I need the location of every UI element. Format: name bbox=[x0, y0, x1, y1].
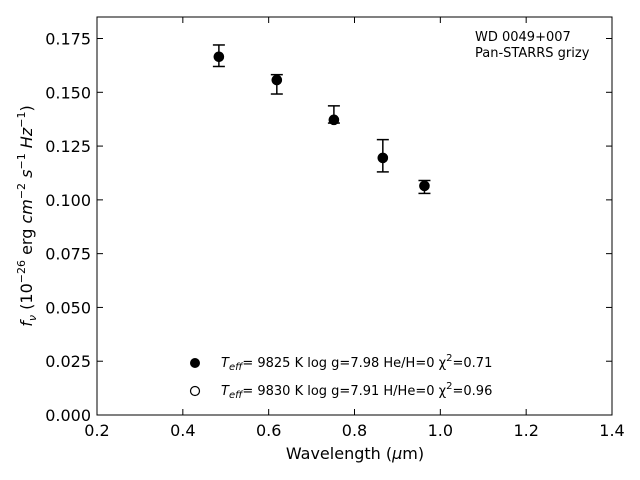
y-tick-label: 0.000 bbox=[45, 406, 91, 425]
legend-entry-2-teff-sub: eff bbox=[229, 390, 244, 401]
legend-entry-1-teff: T bbox=[221, 356, 230, 371]
data-point bbox=[271, 74, 283, 86]
x-tick-label: 0.2 bbox=[84, 421, 109, 440]
legend-entry-1-chi-val: =0.71 bbox=[453, 356, 493, 371]
x-tick-label: 1.0 bbox=[428, 421, 453, 440]
y-tick-label: 0.100 bbox=[45, 191, 91, 210]
legend: Teff= 9825 K log g=7.98 He/H=0 χ2=0.71 T… bbox=[189, 353, 492, 401]
x-tick-label: 0.6 bbox=[256, 421, 281, 440]
legend-entry-2-chi-sup: 2 bbox=[446, 381, 452, 392]
survey-annotation: Pan-STARRS grizy bbox=[475, 46, 590, 61]
y-axis: 0.000 0.025 0.050 0.075 0.100 0.125 0.150 0.175 bbox=[45, 30, 612, 425]
x-tick-label: 1.4 bbox=[599, 421, 624, 440]
legend-entry-2-teff: T bbox=[221, 384, 230, 399]
legend-entry-2: Teff= 9830 K log g=7.91 H/He=0 χ2=0.96 bbox=[221, 381, 492, 401]
legend-entry-1: Teff= 9825 K log g=7.98 He/H=0 χ2=0.71 bbox=[221, 353, 492, 373]
x-tick-label: 0.4 bbox=[170, 421, 195, 440]
data-point bbox=[377, 152, 389, 164]
x-axis-label: Wavelength (μm) bbox=[286, 444, 424, 463]
y-tick-label: 0.125 bbox=[45, 137, 91, 156]
y-tick-label: 0.175 bbox=[45, 30, 91, 49]
data-point bbox=[419, 180, 430, 192]
legend-entry-2-chi-val: =0.96 bbox=[453, 384, 493, 399]
x-tick-label: 0.8 bbox=[342, 421, 367, 440]
data-point bbox=[213, 51, 225, 63]
legend-entry-1-teff-sub: eff bbox=[229, 362, 244, 373]
legend-marker-filled bbox=[190, 358, 200, 368]
y-axis-label: fν (10−26 erg cm−2 s−1 Hz−1) bbox=[15, 105, 39, 326]
legend-entry-1-chi-sup: 2 bbox=[446, 353, 452, 364]
model-points bbox=[213, 51, 430, 191]
x-axis: 0.2 0.4 0.6 0.8 1.0 1.2 1.4 bbox=[84, 17, 625, 440]
x-tick-label: 1.2 bbox=[513, 421, 538, 440]
data-points bbox=[212, 44, 431, 195]
y-tick-label: 0.075 bbox=[45, 245, 91, 264]
legend-entry-1-text: = 9825 K log g=7.98 He/H=0 χ bbox=[242, 356, 446, 371]
star-name-annotation: WD 0049+007 bbox=[475, 30, 571, 45]
y-tick-label: 0.150 bbox=[45, 83, 91, 102]
legend-entry-2-text: = 9830 K log g=7.91 H/He=0 χ bbox=[242, 384, 446, 399]
data-point bbox=[328, 114, 340, 126]
y-tick-label: 0.025 bbox=[45, 352, 91, 371]
legend-marker-open bbox=[189, 385, 201, 397]
y-tick-label: 0.050 bbox=[45, 298, 91, 317]
